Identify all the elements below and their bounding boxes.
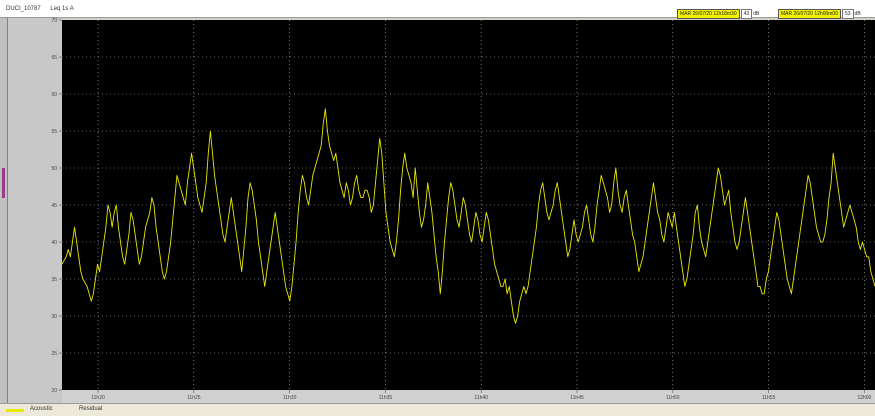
- y-tick-label: 65: [51, 55, 57, 61]
- x-tick-label: 11h55: [762, 395, 776, 401]
- level-marker: [2, 168, 5, 198]
- channel-id: DUCI_10787: [6, 6, 41, 12]
- legend-bar: Acoustic Residual: [0, 403, 875, 416]
- cursor-b-timestamp: MAR 26/07/20 12h00m00: [778, 9, 841, 19]
- y-tick-label: 55: [51, 129, 57, 135]
- y-tick-label: 60: [51, 92, 57, 98]
- y-tick-label: 35: [51, 277, 57, 283]
- cursor-b-readout[interactable]: MAR 26/07/20 12h00m00 53 dB: [778, 9, 861, 19]
- legend-label-2: Residual: [79, 406, 103, 412]
- y-tick-label: 50: [51, 166, 57, 172]
- y-axis-panel: [8, 18, 62, 403]
- x-tick-label: 11h45: [570, 395, 584, 401]
- x-axis-panel: [62, 390, 875, 403]
- channel-name: Leq 1s A: [50, 6, 74, 12]
- x-tick-label: 11h35: [379, 395, 393, 401]
- plot-background: [62, 20, 875, 390]
- cursor-a-value: 43: [740, 9, 753, 19]
- chart-title: DUCI_10787 Leq 1s A: [6, 6, 82, 12]
- series-line: [61, 108, 875, 324]
- legend-label-1: Acoustic: [30, 406, 53, 412]
- cursor-a-readout[interactable]: MAR 26/07/20 11h18m30 43 dB: [677, 9, 760, 19]
- cursor-a-timestamp: MAR 26/07/20 11h18m30: [677, 9, 740, 19]
- cursor-b-value: 53: [841, 9, 854, 19]
- legend-swatch: [6, 409, 24, 412]
- y-tick-label: 20: [51, 388, 57, 394]
- window-title-bar: DUCI_10787 Leq 1s A MAR 26/07/20 11h18m3…: [0, 0, 875, 19]
- x-tick-label: 11h20: [91, 395, 105, 401]
- y-tick-label: 70: [51, 18, 57, 24]
- x-tick-label: 11h40: [474, 395, 488, 401]
- y-tick-label: 30: [51, 314, 57, 320]
- chart-area[interactable]: 20 25 30 35 40 45 50 55 60 65 70 11h20 11h25 11h30 11h…: [8, 18, 875, 403]
- y-tick-label: 25: [51, 351, 57, 357]
- x-tick-label: 12h00: [857, 395, 871, 401]
- x-tick-label: 11h30: [283, 395, 297, 401]
- left-scale-panel: [0, 18, 8, 403]
- cursor-a-unit: dB: [753, 11, 760, 17]
- y-tick-label: 45: [51, 203, 57, 209]
- x-tick-label: 11h50: [666, 395, 680, 401]
- cursor-b-unit: dB: [854, 11, 861, 17]
- y-tick-label: 40: [51, 240, 57, 246]
- x-tick-label: 11h25: [187, 395, 201, 401]
